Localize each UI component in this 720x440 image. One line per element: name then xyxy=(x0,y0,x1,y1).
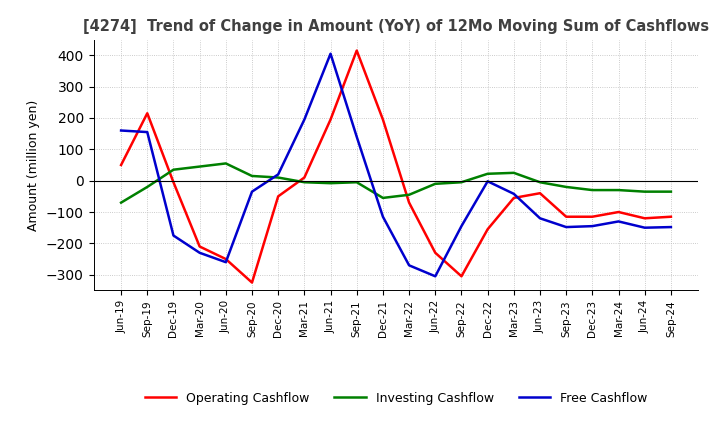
Free Cashflow xyxy=(300,117,309,122)
Operating Cashflow xyxy=(274,194,282,199)
Free Cashflow xyxy=(169,233,178,238)
Line: Operating Cashflow: Operating Cashflow xyxy=(121,51,671,282)
Operating Cashflow xyxy=(483,227,492,232)
Free Cashflow xyxy=(274,172,282,177)
Free Cashflow xyxy=(248,189,256,194)
Free Cashflow xyxy=(326,51,335,56)
Investing Cashflow xyxy=(457,180,466,185)
Investing Cashflow xyxy=(143,184,152,190)
Operating Cashflow xyxy=(117,162,125,168)
Investing Cashflow xyxy=(169,167,178,172)
Free Cashflow xyxy=(588,224,597,229)
Investing Cashflow xyxy=(536,180,544,185)
Free Cashflow xyxy=(117,128,125,133)
Title: [4274]  Trend of Change in Amount (YoY) of 12Mo Moving Sum of Cashflows: [4274] Trend of Change in Amount (YoY) o… xyxy=(83,19,709,34)
Investing Cashflow xyxy=(667,189,675,194)
Investing Cashflow xyxy=(326,180,335,186)
Operating Cashflow xyxy=(379,117,387,122)
Operating Cashflow xyxy=(195,244,204,249)
Investing Cashflow xyxy=(352,180,361,185)
Operating Cashflow xyxy=(248,280,256,285)
Operating Cashflow xyxy=(431,250,440,255)
Operating Cashflow xyxy=(614,209,623,215)
Operating Cashflow xyxy=(667,214,675,220)
Operating Cashflow xyxy=(640,216,649,221)
Free Cashflow xyxy=(195,250,204,255)
Investing Cashflow xyxy=(274,175,282,180)
Free Cashflow xyxy=(614,219,623,224)
Investing Cashflow xyxy=(195,164,204,169)
Line: Free Cashflow: Free Cashflow xyxy=(121,54,671,276)
Operating Cashflow xyxy=(326,117,335,122)
Free Cashflow xyxy=(483,179,492,184)
Operating Cashflow xyxy=(536,191,544,196)
Operating Cashflow xyxy=(457,274,466,279)
Investing Cashflow xyxy=(248,173,256,179)
Free Cashflow xyxy=(352,134,361,139)
Free Cashflow xyxy=(562,224,570,230)
Operating Cashflow xyxy=(510,195,518,201)
Free Cashflow xyxy=(405,263,413,268)
Y-axis label: Amount (million yen): Amount (million yen) xyxy=(27,99,40,231)
Investing Cashflow xyxy=(431,181,440,187)
Operating Cashflow xyxy=(352,48,361,53)
Free Cashflow xyxy=(667,224,675,230)
Free Cashflow xyxy=(640,225,649,231)
Free Cashflow xyxy=(379,214,387,220)
Operating Cashflow xyxy=(222,257,230,262)
Free Cashflow xyxy=(222,260,230,265)
Investing Cashflow xyxy=(222,161,230,166)
Legend: Operating Cashflow, Investing Cashflow, Free Cashflow: Operating Cashflow, Investing Cashflow, … xyxy=(140,387,652,410)
Operating Cashflow xyxy=(169,180,178,185)
Operating Cashflow xyxy=(405,200,413,205)
Investing Cashflow xyxy=(405,192,413,198)
Free Cashflow xyxy=(143,129,152,135)
Investing Cashflow xyxy=(379,195,387,201)
Operating Cashflow xyxy=(143,110,152,116)
Free Cashflow xyxy=(431,274,440,279)
Free Cashflow xyxy=(457,224,466,229)
Operating Cashflow xyxy=(562,214,570,220)
Investing Cashflow xyxy=(300,180,309,185)
Free Cashflow xyxy=(510,191,518,197)
Investing Cashflow xyxy=(588,187,597,193)
Investing Cashflow xyxy=(510,170,518,176)
Investing Cashflow xyxy=(614,187,623,193)
Investing Cashflow xyxy=(562,184,570,190)
Investing Cashflow xyxy=(483,171,492,176)
Investing Cashflow xyxy=(640,189,649,194)
Line: Investing Cashflow: Investing Cashflow xyxy=(121,163,671,202)
Operating Cashflow xyxy=(588,214,597,220)
Operating Cashflow xyxy=(300,175,309,180)
Free Cashflow xyxy=(536,216,544,221)
Investing Cashflow xyxy=(117,200,125,205)
